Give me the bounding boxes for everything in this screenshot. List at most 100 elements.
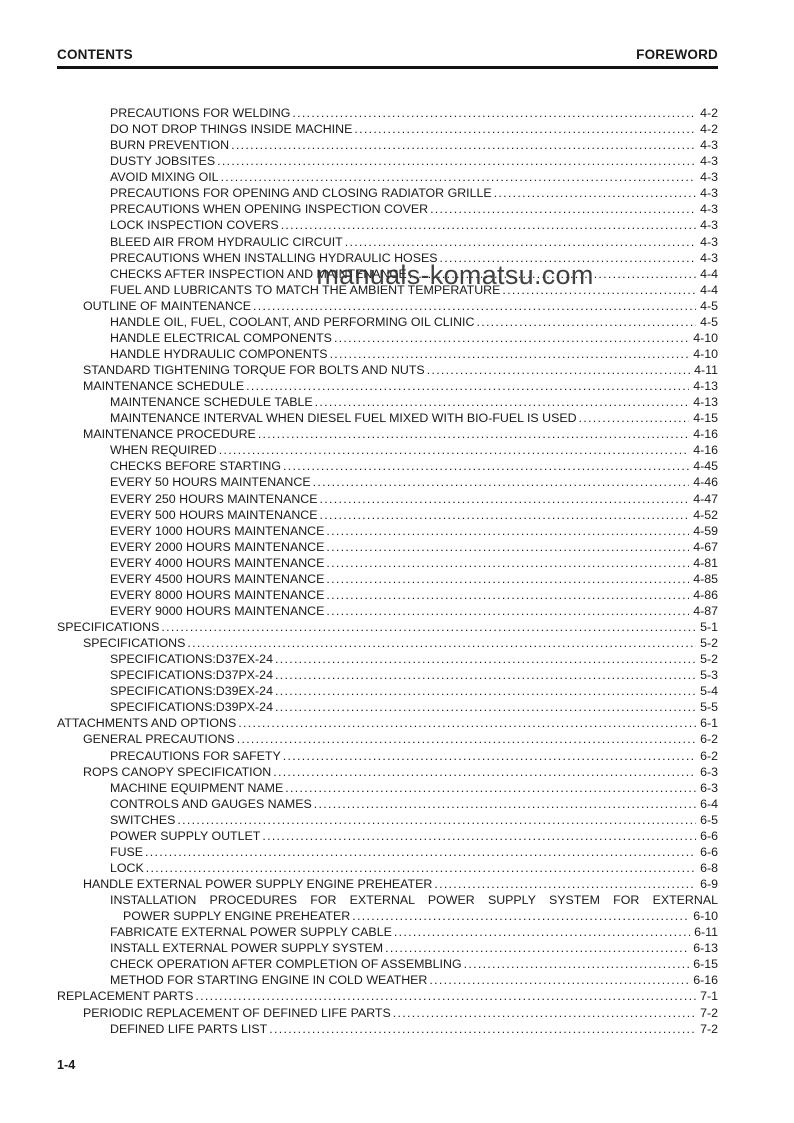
toc-entry-page: 5-4 [700,684,718,699]
toc-entry-page: 4-3 [700,154,718,169]
toc-entry-label: CHECKS AFTER INSPECTION AND MAINTENANCE [110,266,407,281]
toc-entry-line: SPECIFICATIONS:D39PX-24 5-5 [110,699,718,715]
toc-entry-page: 4-87 [693,603,718,618]
toc-leader-dots [283,748,696,764]
toc-entry-line: PRECAUTIONS FOR SAFETY 6-2 [110,748,718,764]
toc-leader-dots [354,121,696,137]
toc-entry-label: SPECIFICATIONS:D37PX-24 [110,668,273,683]
toc-entry: MAINTENANCE SCHEDULE TABLE 4-13 [57,394,718,410]
toc-entry-label: FABRICATE EXTERNAL POWER SUPPLY CABLE [110,925,392,940]
toc-entry-label: PRECAUTIONS FOR WELDING [110,106,291,120]
toc-entry-line: FABRICATE EXTERNAL POWER SUPPLY CABLE 6-… [110,924,718,940]
toc-leader-dots [231,137,696,153]
toc-entry-page: 4-81 [693,555,718,570]
toc-entry-label: REPLACEMENT PARTS [57,989,194,1004]
toc-leader-dots [246,378,689,394]
toc-entry: BLEED AIR FROM HYDRAULIC CIRCUIT 4-3 [57,234,718,250]
toc-entry-line: LOCK 6-8 [110,860,718,876]
toc-entry-label: WHEN REQUIRED [110,443,217,458]
toc-entry-line: DEFINED LIFE PARTS LIST 7-2 [110,1021,718,1037]
toc-entry-page: 6-6 [700,828,718,843]
toc-entry-label: FUEL AND LUBRICANTS TO MATCH THE AMBIENT… [110,282,501,297]
toc-entry-line: AVOID MIXING OIL 4-3 [110,169,718,185]
toc-entry: DUSTY JOBSITES 4-3 [57,153,718,169]
toc-entry-page: 4-5 [700,314,718,329]
toc-entry-page: 4-86 [693,587,718,602]
toc-entry-line: CHECK OPERATION AFTER COMPLETION OF ASSE… [110,956,718,972]
toc-entry-label: GENERAL PRECAUTIONS [83,732,235,747]
toc-entry-page: 6-15 [693,957,718,972]
toc-entry-page: 4-46 [693,475,718,490]
toc-entry-label: PRECAUTIONS WHEN OPENING INSPECTION COVE… [110,202,429,217]
toc-entry-line: HANDLE ELECTRICAL COMPONENTS 4-10 [110,330,718,346]
toc-entry-page: 6-6 [700,844,718,859]
toc-leader-dots [258,426,689,442]
toc-entry-label: DO NOT DROP THINGS INSIDE MACHINE [110,122,353,137]
toc-entry-label: EVERY 2000 HOURS MAINTENANCE [110,539,325,554]
toc-entry: EVERY 50 HOURS MAINTENANCE 4-46 [57,474,718,490]
toc-entry: EVERY 9000 HOURS MAINTENANCE 4-87 [57,603,718,619]
toc-entry-label: MAINTENANCE SCHEDULE TABLE [110,395,313,410]
toc-entry-page: 7-2 [700,1005,718,1020]
toc-entry: HANDLE OIL, FUEL, COOLANT, AND PERFORMIN… [57,314,718,330]
toc-entry-label: BURN PREVENTION [110,138,230,153]
toc-entry-line: EVERY 250 HOURS MAINTENANCE 4-47 [110,491,718,507]
toc-entry-page: 5-2 [700,636,718,651]
toc-entry: EVERY 4500 HOURS MAINTENANCE 4-85 [57,571,718,587]
toc-entry-line: SPECIFICATIONS 5-1 [57,619,718,635]
toc-entry: SPECIFICATIONS:D39EX-24 5-4 [57,683,718,699]
toc-entry-page: 4-2 [700,122,718,137]
toc-entry-page: 4-15 [693,411,718,426]
toc-entry-label: HANDLE ELECTRICAL COMPONENTS [110,330,332,345]
toc-entry-label: EVERY 9000 HOURS MAINTENANCE [110,603,325,618]
toc-entry-page: 4-3 [700,250,718,265]
toc-entry-line: EVERY 9000 HOURS MAINTENANCE 4-87 [110,603,718,619]
toc-leader-dots [187,635,696,651]
toc-entry-label: LOCK INSPECTION COVERS [110,218,279,233]
toc-entry-label: LOCK [110,860,144,875]
toc-entry-page: 4-3 [700,170,718,185]
toc-entry-line: LOCK INSPECTION COVERS 4-3 [110,217,718,233]
toc-entry-page: 4-3 [700,186,718,201]
toc-entry: GENERAL PRECAUTIONS 6-2 [57,731,718,747]
toc-leader-dots [334,330,689,346]
toc-entry-label: CONTROLS AND GAUGES NAMES [110,796,312,811]
toc-leader-dots [285,780,696,796]
toc-entry-label: POWER SUPPLY OUTLET [110,828,261,843]
toc-entry-line: POWER SUPPLY OUTLET 6-6 [110,828,718,844]
toc-entry-label: HANDLE HYDRAULIC COMPONENTS [110,346,328,361]
toc-entry: EVERY 2000 HOURS MAINTENANCE 4-67 [57,539,718,555]
toc-entry-label: EVERY 4500 HOURS MAINTENANCE [110,571,325,586]
toc-entry-line: HANDLE OIL, FUEL, COOLANT, AND PERFORMIN… [110,314,718,330]
toc-entry: EVERY 4000 HOURS MAINTENANCE 4-81 [57,555,718,571]
toc-entry-line: CHECKS AFTER INSPECTION AND MAINTENANCE … [110,266,718,282]
toc-entry-label: SPECIFICATIONS:D37EX-24 [110,652,273,667]
toc-entry-line: GENERAL PRECAUTIONS 6-2 [83,731,718,747]
toc-entry: EVERY 250 HOURS MAINTENANCE 4-47 [57,491,718,507]
toc-entry-line: EVERY 1000 HOURS MAINTENANCE 4-59 [110,523,718,539]
toc-leader-dots [238,715,696,731]
toc-entry-page: 4-16 [693,443,718,458]
toc-leader-dots [275,667,696,683]
toc-leader-dots [345,234,696,250]
toc-entry-label: EVERY 8000 HOURS MAINTENANCE [110,587,325,602]
toc-entry-line: SPECIFICATIONS:D37PX-24 5-3 [110,667,718,683]
toc-entry-label: SPECIFICATIONS:D39EX-24 [110,684,273,699]
toc-entry-label: DEFINED LIFE PARTS LIST [110,1021,268,1036]
toc-entry: BURN PREVENTION 4-3 [57,137,718,153]
toc-entry-line: HANDLE HYDRAULIC COMPONENTS 4-10 [110,346,718,362]
toc-entry-line: MAINTENANCE SCHEDULE TABLE 4-13 [110,394,718,410]
toc-entry-line: FUSE 6-6 [110,844,718,860]
toc-entry-page: 4-59 [693,523,718,538]
toc-leader-dots [217,153,696,169]
toc-leader-dots [275,683,696,699]
toc-leader-dots [262,828,696,844]
toc-entry: HANDLE EXTERNAL POWER SUPPLY ENGINE PREH… [57,876,718,892]
toc-leader-dots [275,651,696,667]
toc-entry-label: MAINTENANCE PROCEDURE [83,427,256,442]
toc-entry-line: PERIODIC REPLACEMENT OF DEFINED LIFE PAR… [83,1005,718,1021]
toc-leader-dots [315,394,690,410]
toc-entry-page: 4-47 [693,491,718,506]
toc-entry-line: SWITCHES 6-5 [110,812,718,828]
toc-entry-page: 6-3 [700,780,718,795]
